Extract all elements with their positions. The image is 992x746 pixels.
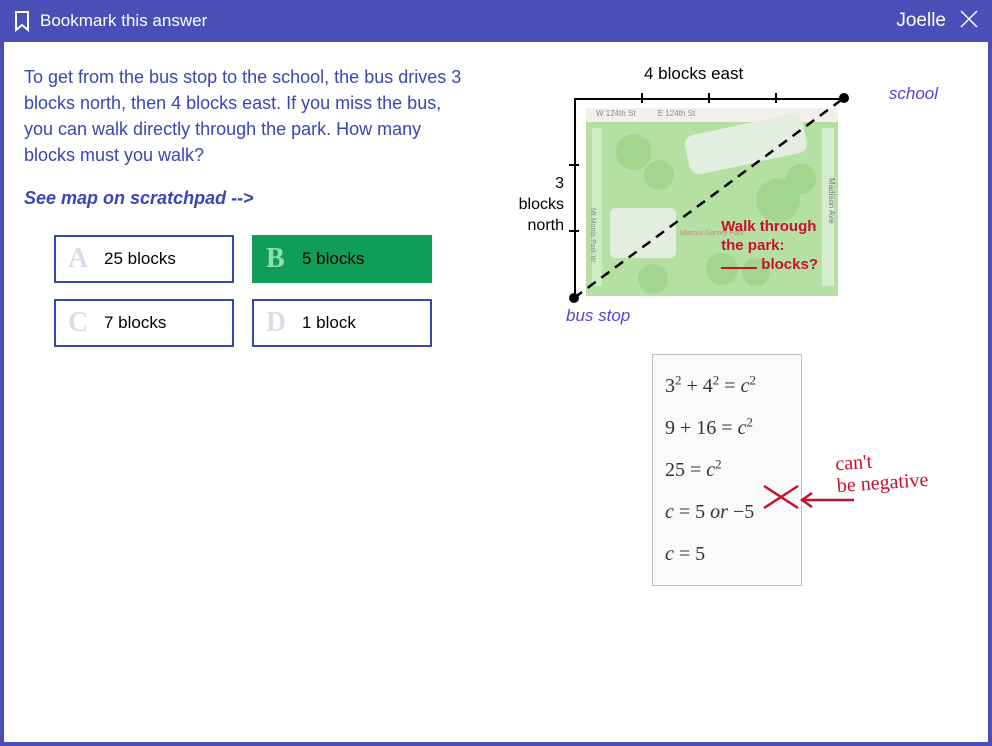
bookmark-label: Bookmark this answer [40,11,207,31]
scratchpad-column: 4 blocks east school 3 blocks north bus … [494,64,968,720]
question-column: To get from the bus stop to the school, … [24,64,494,720]
content-area: To get from the bus stop to the school, … [4,42,988,742]
topbar: Bookmark this answer Joelle [0,0,992,42]
diagonal-line [574,98,844,298]
map-left-label: 3 blocks north [494,174,564,236]
map-busstop-label: bus stop [566,306,630,326]
answer-letter: C [68,307,98,339]
map-top-label: 4 blocks east [644,64,743,84]
work-line-4: c = 5 or −5 [665,491,789,533]
bookmark-button[interactable]: Bookmark this answer [12,10,207,32]
answer-c[interactable]: C 7 blocks [54,299,234,347]
work-line-5: c = 5 [665,533,789,575]
map-left-1: 3 [555,175,564,192]
question-text: To get from the bus stop to the school, … [24,64,464,168]
map-left-2: blocks [519,196,564,213]
bookmark-icon [12,10,32,32]
answer-letter: B [266,243,296,275]
work-line-3: 25 = c2 [665,449,789,491]
map-school-label: school [889,84,938,104]
user-name: Joelle [896,10,946,32]
close-button[interactable] [958,8,980,35]
answer-d[interactable]: D 1 block [252,299,432,347]
answer-letter: D [266,307,296,339]
answer-text: 1 block [302,313,356,333]
annot-l1: can't [835,451,873,476]
work-box: 32 + 42 = c2 9 + 16 = c2 25 = c2 c = 5 o… [652,354,802,586]
answer-text: 5 blocks [302,249,364,269]
axis-frame: Madison Ave Mt Morris Park W Marcus Garv… [574,98,844,298]
answer-text: 7 blocks [104,313,166,333]
answer-b[interactable]: B 5 blocks [252,235,432,283]
hint-text: See map on scratchpad --> [24,188,494,209]
user-group: Joelle [896,8,980,35]
answer-letter: A [68,243,98,275]
work-line-2: 9 + 16 = c2 [665,407,789,449]
answer-text: 25 blocks [104,249,176,269]
answer-grid: A 25 blocks B 5 blocks C 7 blocks D 1 bl… [54,235,494,347]
app-frame: Bookmark this answer Joelle To get from … [0,0,992,746]
map-left-3: north [528,217,564,234]
annotation-text: can't be negative [835,447,929,497]
answer-a[interactable]: A 25 blocks [54,235,234,283]
work-line-1: 32 + 42 = c2 [665,365,789,407]
